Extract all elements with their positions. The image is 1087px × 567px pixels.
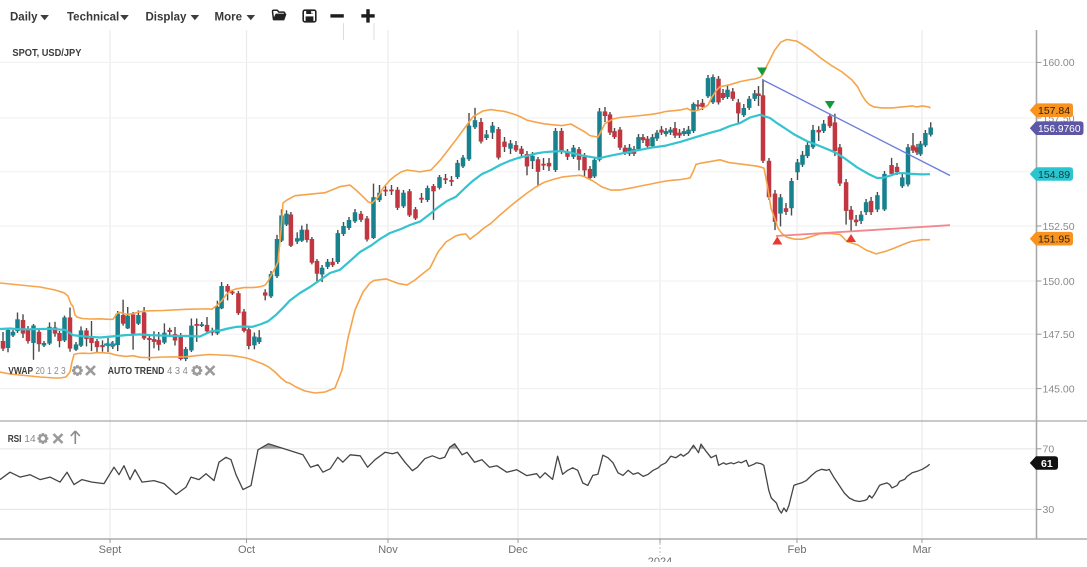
svg-text:Sept: Sept: [99, 544, 122, 556]
svg-text:152.50: 152.50: [1043, 221, 1075, 233]
svg-text:More: More: [215, 12, 242, 24]
svg-text:145.00: 145.00: [1043, 383, 1075, 395]
svg-text:Mar: Mar: [913, 544, 932, 556]
svg-text:147.50: 147.50: [1043, 329, 1075, 341]
svg-text:Display: Display: [146, 12, 188, 24]
svg-text:Feb: Feb: [788, 544, 807, 556]
svg-text:61: 61: [1041, 458, 1053, 470]
svg-text:20 1 2 3: 20 1 2 3: [35, 366, 66, 377]
svg-text:Dec: Dec: [508, 544, 528, 556]
svg-text:Technical: Technical: [67, 12, 119, 24]
svg-text:4 3 4: 4 3 4: [167, 366, 188, 377]
svg-text:70: 70: [1043, 444, 1055, 456]
svg-text:Oct: Oct: [238, 544, 255, 556]
svg-text:2024: 2024: [648, 556, 672, 562]
svg-text:156.9760: 156.9760: [1038, 124, 1081, 135]
svg-text:30: 30: [1043, 504, 1055, 516]
svg-text:150.00: 150.00: [1043, 276, 1075, 288]
svg-text:AUTO TREND: AUTO TREND: [108, 366, 165, 377]
svg-text:SPOT, USD/JPY: SPOT, USD/JPY: [12, 47, 81, 59]
svg-text:154.89: 154.89: [1038, 169, 1070, 181]
svg-text:151.95: 151.95: [1038, 234, 1070, 246]
svg-text:14: 14: [24, 434, 36, 445]
svg-text:Nov: Nov: [378, 544, 398, 556]
svg-text:157.84: 157.84: [1038, 105, 1070, 117]
svg-text:RSI: RSI: [8, 434, 22, 445]
svg-text:VWAP: VWAP: [8, 366, 33, 377]
svg-text:Daily: Daily: [10, 12, 38, 24]
svg-text:160.00: 160.00: [1043, 57, 1075, 69]
